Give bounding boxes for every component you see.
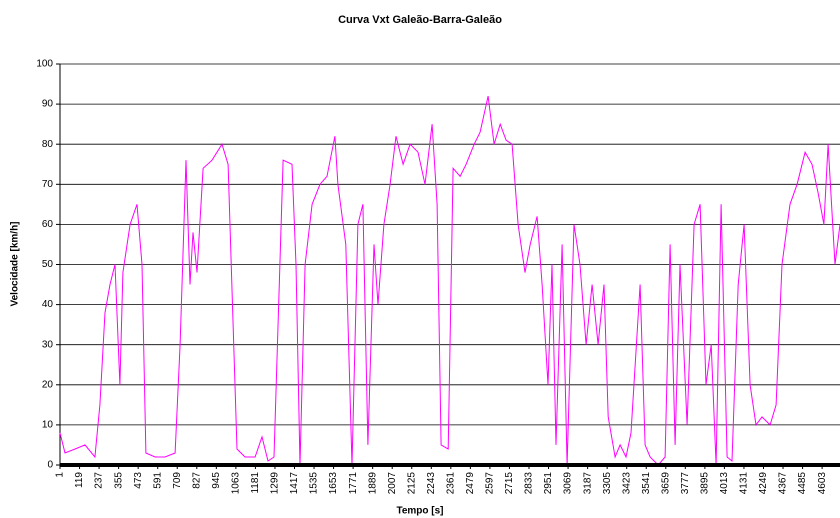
y-tick-label: 0 xyxy=(47,460,53,471)
x-tick-label: 3069 xyxy=(563,472,574,495)
x-tick-label: 119 xyxy=(74,472,85,488)
x-tick-label: 827 xyxy=(191,472,202,489)
x-tick-label: 709 xyxy=(172,472,183,489)
y-tick-label: 20 xyxy=(42,379,54,390)
x-tick-label: 2125 xyxy=(406,472,417,495)
x-tick-label: 1181 xyxy=(250,472,261,494)
y-tick-label: 40 xyxy=(42,299,54,310)
x-tick-label: 3423 xyxy=(621,472,632,495)
x-tick-label: 1 xyxy=(55,472,66,478)
x-tick-label: 4131 xyxy=(739,472,750,495)
x-tick-label: 3305 xyxy=(602,472,613,495)
x-axis-label: Tempo [s] xyxy=(396,506,443,517)
x-tick-label: 2243 xyxy=(426,472,437,495)
y-tick-label: 50 xyxy=(42,259,54,270)
y-axis-label: Velocidade [km/h] xyxy=(10,221,21,306)
x-tick-label: 2479 xyxy=(465,472,476,495)
x-tick-label: 3895 xyxy=(700,472,711,495)
x-tick-label: 2597 xyxy=(485,472,496,495)
x-tick-label: 945 xyxy=(211,472,222,489)
x-tick-label: 2833 xyxy=(524,472,535,495)
x-tick-label: 1063 xyxy=(231,472,242,495)
x-tick-label: 2007 xyxy=(387,472,398,495)
x-tick-label: 2715 xyxy=(504,472,515,495)
x-tick-label: 237 xyxy=(94,472,105,489)
chart-title: Curva Vxt Galeão-Barra-Galeão xyxy=(338,14,502,26)
y-tick-label: 30 xyxy=(42,339,54,350)
x-axis xyxy=(60,463,840,467)
x-tick-label: 3659 xyxy=(660,472,671,495)
x-tick-label: 4013 xyxy=(719,472,730,495)
y-tick-label: 10 xyxy=(42,420,54,431)
x-tick-label: 1653 xyxy=(328,472,339,495)
x-tick-label: 355 xyxy=(113,472,124,489)
x-tick-label: 2361 xyxy=(445,472,456,495)
y-tick-label: 70 xyxy=(42,179,54,190)
x-tick-label: 591 xyxy=(152,472,163,489)
x-tick-label: 3777 xyxy=(680,472,691,495)
x-tick-label: 1535 xyxy=(309,472,320,495)
x-tick-label: 1299 xyxy=(270,472,281,495)
x-tick-label: 4367 xyxy=(778,472,789,495)
x-tick-label: 3187 xyxy=(582,472,593,495)
x-tick-label: 3541 xyxy=(641,472,652,495)
x-tick-label: 1889 xyxy=(367,472,378,495)
y-tick-label: 60 xyxy=(42,219,54,230)
x-tick-label: 4249 xyxy=(758,472,769,495)
x-tick-label: 473 xyxy=(133,472,144,489)
x-tick-label: 1417 xyxy=(289,472,300,495)
x-tick-label: 1771 xyxy=(348,472,359,495)
y-tick-label: 80 xyxy=(42,139,54,150)
x-tick-label: 4603 xyxy=(817,472,828,495)
y-tick-label: 100 xyxy=(36,59,53,70)
y-tick-label: 90 xyxy=(42,99,54,110)
x-tick-label: 4485 xyxy=(797,472,808,495)
x-tick-label: 2951 xyxy=(543,472,554,495)
line-series xyxy=(59,95,840,466)
